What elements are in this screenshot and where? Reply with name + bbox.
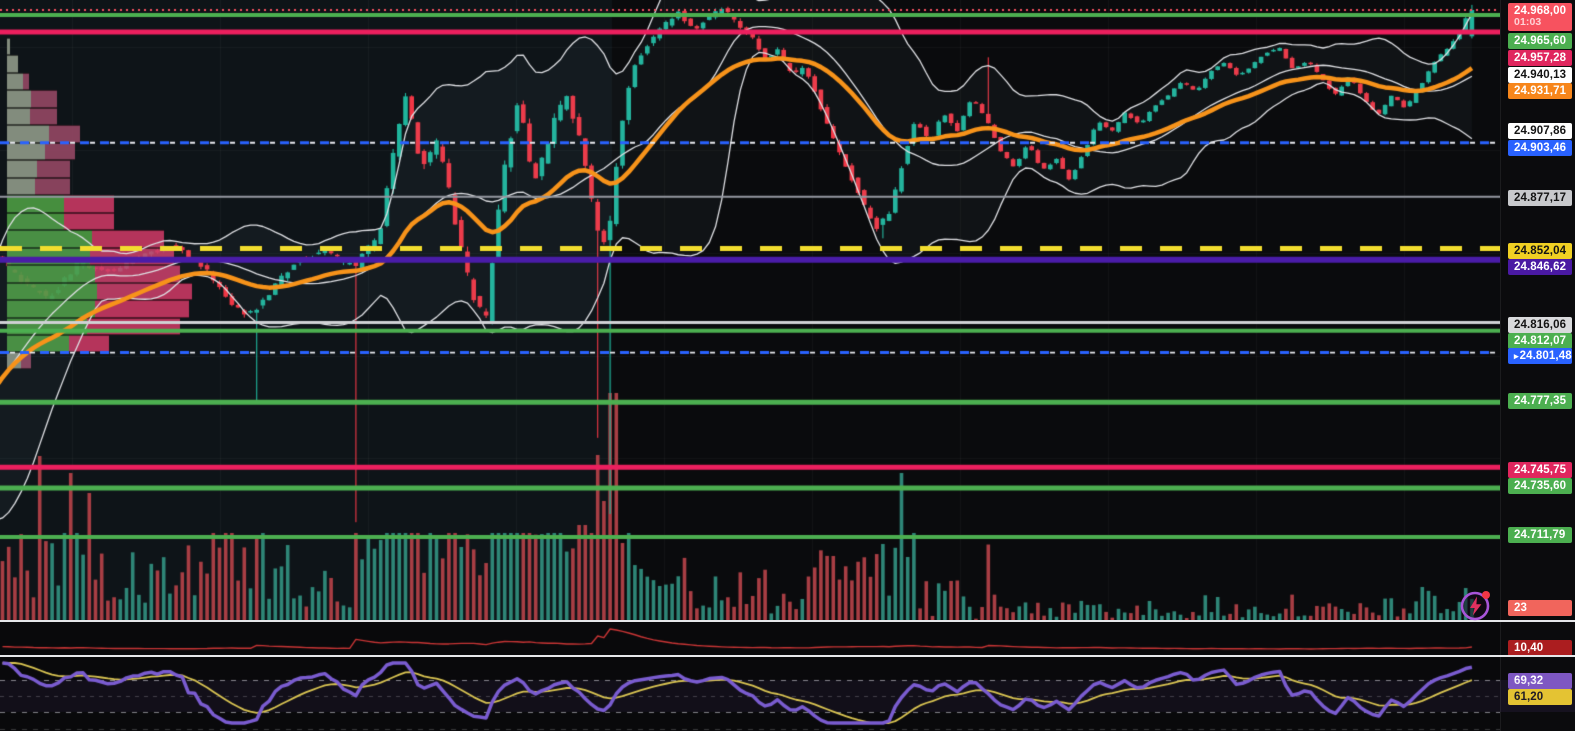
tracking-arrow-icon: ▸ xyxy=(1514,351,1519,361)
price-label-text: 24.852,04 xyxy=(1514,245,1567,257)
rsi-band-axis xyxy=(1500,680,1575,712)
price-label: 24.777,35 xyxy=(1508,393,1572,409)
price-label: 24.877,17 xyxy=(1508,190,1572,206)
price-label: 24.745,75 xyxy=(1508,462,1572,478)
price-label-text: 24.801,48 xyxy=(1519,350,1572,362)
price-label-text: 23 xyxy=(1514,602,1527,614)
price-label: 24.735,60 xyxy=(1508,478,1572,494)
price-label: 24.852,04 xyxy=(1508,243,1572,259)
price-label-text: 24.877,17 xyxy=(1514,192,1567,204)
price-label-text: 24.812,07 xyxy=(1514,335,1567,347)
price-label-text: 24.745,75 xyxy=(1514,464,1567,476)
price-label: 24.931,71 xyxy=(1508,83,1572,99)
price-label: 24.816,06 xyxy=(1508,317,1572,333)
pane-separator[interactable] xyxy=(0,655,1575,657)
pane-separator[interactable] xyxy=(0,620,1575,622)
price-label-text: 24.957,28 xyxy=(1514,52,1567,64)
price-label: 24.812,07 xyxy=(1508,333,1572,349)
price-label: 24.903,46 xyxy=(1508,140,1572,156)
price-label: 24.965,60 xyxy=(1508,33,1572,49)
price-label-text: 24.907,86 xyxy=(1514,125,1567,137)
price-label: 24.907,86 xyxy=(1508,123,1572,139)
price-label: 10,40 xyxy=(1508,640,1572,656)
price-label: 24.940,13 xyxy=(1508,67,1572,83)
price-label-text: 10,40 xyxy=(1514,642,1544,654)
price-label: 24.711,79 xyxy=(1508,527,1572,543)
price-label-text: 69,32 xyxy=(1514,675,1544,687)
price-label: 69,32 xyxy=(1508,673,1572,689)
price-label-text: 24.777,35 xyxy=(1514,395,1567,407)
countdown-text: 01:03 xyxy=(1514,16,1542,28)
price-label-text: 61,20 xyxy=(1514,691,1544,703)
price-label-text: 24.931,71 xyxy=(1514,85,1567,97)
price-axis[interactable]: 24.968,00 01:03 24.965,60 24.957,28 24.9… xyxy=(1500,0,1575,731)
price-label: 24.957,28 xyxy=(1508,50,1572,66)
chart-canvas[interactable] xyxy=(0,0,1500,731)
price-label: ▸24.801,48 xyxy=(1508,348,1572,364)
price-label: 24.846,62 xyxy=(1508,259,1572,275)
price-label-text: 24.846,62 xyxy=(1514,261,1567,273)
price-label-text: 24.735,60 xyxy=(1514,480,1567,492)
signal-bot-icon[interactable] xyxy=(1456,586,1496,626)
price-label-text: 24.965,60 xyxy=(1514,35,1567,47)
price-label: 24.968,00 01:03 xyxy=(1508,3,1572,31)
price-label-text: 24.816,06 xyxy=(1514,319,1567,331)
price-label: 61,20 xyxy=(1508,689,1572,705)
price-label: 23 xyxy=(1508,600,1572,616)
price-label-text: 24.968,00 xyxy=(1514,5,1567,17)
price-label-text: 24.711,79 xyxy=(1514,529,1566,541)
price-label-text: 24.903,46 xyxy=(1514,142,1567,154)
price-label-text: 24.940,13 xyxy=(1514,69,1567,81)
